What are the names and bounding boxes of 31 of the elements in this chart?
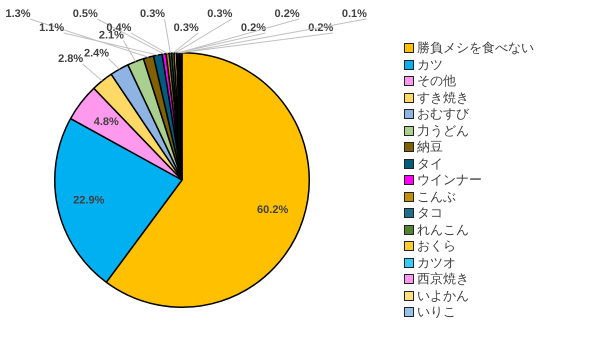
- legend-label: すき焼き: [417, 88, 469, 107]
- legend-label: タイ: [417, 154, 443, 173]
- legend-label: おくら: [417, 237, 456, 256]
- legend-label: いりこ: [417, 303, 456, 322]
- data-label: 1.1%: [39, 22, 64, 34]
- data-label: 1.3%: [5, 8, 31, 20]
- data-label: 4.8%: [94, 116, 120, 128]
- data-label: 0.2%: [274, 8, 300, 20]
- data-label: 0.5%: [72, 8, 98, 20]
- legend-label: 納豆: [417, 138, 443, 156]
- legend-label: カツ: [417, 56, 443, 74]
- data-label: 0.1%: [342, 8, 368, 20]
- data-label: 0.3%: [140, 8, 166, 20]
- data-label: 0.2%: [240, 22, 266, 34]
- legend-label: タコ: [417, 204, 443, 222]
- legend-label: こんぶ: [417, 188, 456, 206]
- data-label: 0.3%: [207, 8, 233, 20]
- data-label: 0.3%: [174, 22, 199, 34]
- data-label: 60.2%: [257, 204, 288, 216]
- legend-label: 力うどん: [417, 122, 469, 140]
- data-label: 2.4%: [84, 48, 110, 60]
- legend-label: 勝負メシを食べない: [417, 39, 534, 58]
- legend-label: いよかん: [417, 286, 469, 305]
- legend-label: れんこん: [417, 220, 469, 239]
- data-label: 22.9%: [73, 194, 105, 206]
- legend-label: その他: [417, 72, 456, 90]
- legend-label: カツオ: [417, 254, 456, 272]
- data-label: 2.8%: [58, 53, 84, 66]
- legend-label: 西京焼き: [417, 270, 469, 288]
- legend-label: おむすび: [417, 105, 469, 124]
- legend-label: ウインナー: [417, 171, 482, 190]
